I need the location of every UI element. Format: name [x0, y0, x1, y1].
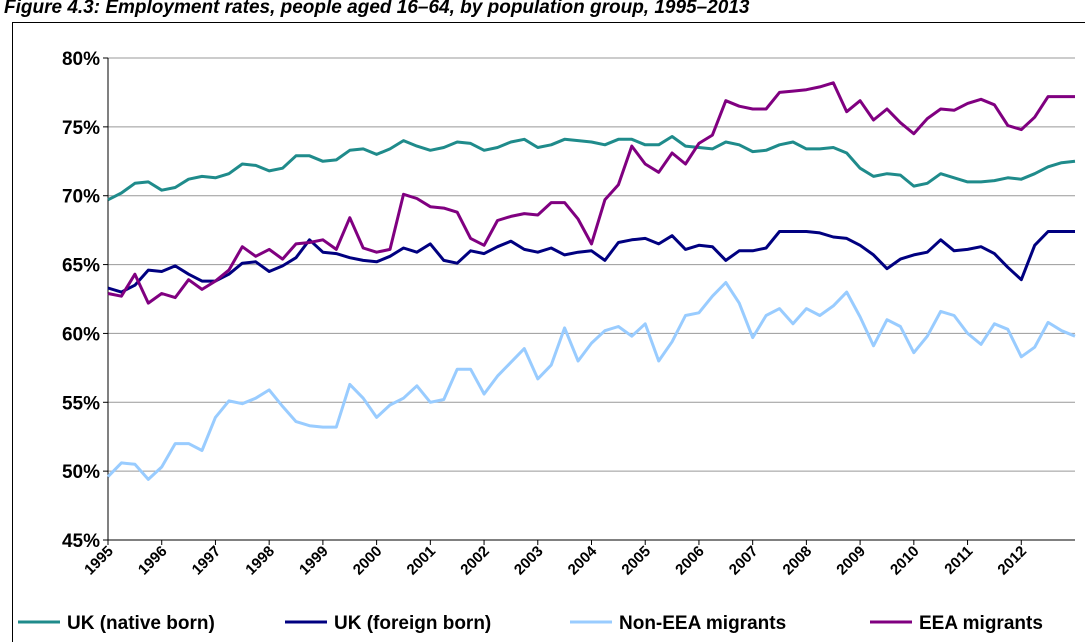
series-line	[106, 281, 1076, 481]
legend-label: UK (foreign born)	[334, 613, 491, 634]
chart-title: Figure 4.3: Employment rates, people age…	[4, 0, 750, 18]
series-line	[107, 81, 1075, 305]
y-tick-label: 45%	[62, 531, 100, 552]
x-tick-label: 1996	[135, 543, 171, 579]
x-tick-label: 2007	[726, 543, 762, 579]
x-tick-label: 2010	[887, 543, 923, 579]
x-tick-label: 2011	[941, 543, 976, 578]
series-line	[107, 135, 1076, 202]
x-tick-label: 2003	[511, 543, 547, 579]
y-tick-label: 75%	[62, 118, 100, 139]
x-tick-label: 2000	[350, 543, 386, 579]
x-tick-label: 2004	[565, 542, 601, 578]
x-tick-label: 2006	[672, 543, 708, 579]
x-tick-label: 2009	[833, 543, 869, 579]
series-line	[107, 230, 1075, 294]
y-tick-label: 50%	[62, 462, 100, 483]
x-tick-label: 2005	[618, 543, 654, 579]
y-tick-label: 65%	[62, 256, 100, 277]
x-tick-label: 1998	[242, 543, 278, 579]
y-tick-label: 60%	[62, 324, 100, 345]
x-tick-label: 2002	[457, 543, 493, 579]
x-tick-label: 2012	[994, 543, 1030, 579]
legend-label: EEA migrants	[919, 613, 1043, 634]
y-tick-label: 70%	[62, 187, 100, 208]
x-tick-label: 1999	[296, 543, 332, 579]
x-tick-label: 2008	[780, 543, 816, 579]
x-tick-label: 2001	[404, 543, 440, 579]
chart-frame	[12, 22, 1085, 642]
y-tick-label: 80%	[62, 49, 100, 70]
x-tick-label: 1997	[189, 543, 225, 579]
legend-label: UK (native born)	[67, 613, 215, 634]
legend-label: Non-EEA migrants	[619, 613, 786, 634]
y-tick-label: 55%	[62, 393, 100, 414]
